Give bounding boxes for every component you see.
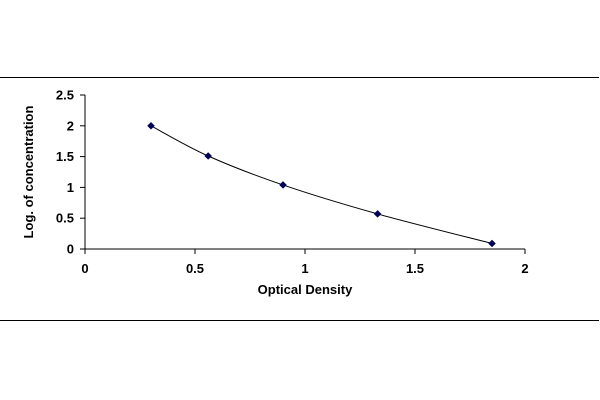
trend-curve-layer (150, 125, 493, 244)
x-tick-label: 1 (301, 261, 308, 276)
y-tick-label: 2 (67, 118, 74, 133)
y-tick-label: 2.5 (56, 88, 74, 103)
y-tick-labels: 0 0.5 1 1.5 2 2.5 (56, 88, 74, 257)
data-point (279, 181, 287, 189)
y-tick-label: 0.5 (56, 211, 74, 226)
x-tick-label: 0.5 (186, 261, 204, 276)
y-tick-label: 1.5 (56, 149, 74, 164)
data-point (147, 121, 155, 130)
data-point (204, 152, 213, 160)
x-tick-label: 1.5 (406, 261, 424, 276)
y-tick-label: 1 (67, 180, 74, 195)
axes (80, 94, 526, 254)
chart-frame (0, 77, 599, 321)
x-axis-title: Optical Density (258, 282, 353, 297)
trend-curve (150, 125, 493, 244)
data-point (488, 239, 496, 248)
data-point (373, 210, 382, 218)
data-points (147, 121, 496, 248)
y-axis-title: Log. of concentration (21, 106, 36, 239)
x-tick-labels: 0 0.5 1 1.5 2 (81, 261, 528, 276)
y-tick-label: 0 (67, 242, 74, 257)
x-tick-label: 0 (81, 261, 88, 276)
x-tick-label: 2 (521, 261, 528, 276)
